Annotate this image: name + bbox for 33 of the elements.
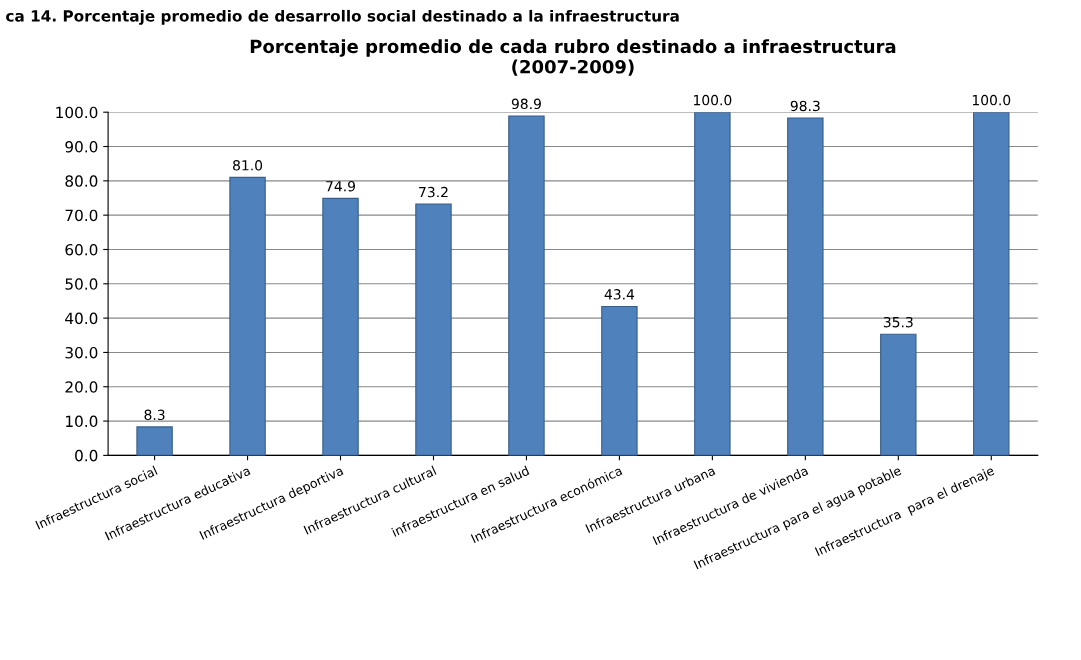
chart-title: Porcentaje promedio de cada rubro destinado a infraestructura (2007-2009)	[250, 39, 896, 76]
bar	[508, 115, 545, 456]
data-label: 43.4	[604, 289, 635, 300]
data-label: 98.9	[511, 98, 541, 110]
data-label: 100.0	[694, 94, 732, 106]
data-label: 73.2	[419, 186, 448, 198]
y-tick-label: 50.0	[65, 278, 98, 290]
data-label: 100.0	[972, 94, 1011, 106]
y-tick-label: 100.0	[56, 106, 98, 119]
bar	[322, 197, 359, 456]
bar	[415, 203, 452, 456]
bar	[601, 305, 638, 456]
y-tick-label: 70.0	[65, 209, 98, 222]
data-label: 74.9	[326, 180, 355, 192]
y-tick-label: 20.0	[65, 381, 98, 393]
data-label: 81.0	[233, 160, 263, 171]
y-tick-label: 10.0	[66, 415, 98, 428]
y-tick-label: 90.0	[65, 140, 98, 153]
bar	[787, 117, 824, 456]
y-tick-label: 30.0	[65, 346, 98, 359]
bar	[694, 112, 731, 456]
bar	[973, 112, 1010, 456]
y-tick-label: 80.0	[65, 175, 98, 187]
y-tick-label: 40.0	[65, 312, 98, 325]
data-label: 98.3	[790, 100, 820, 112]
text: ca 14. Porcentaje promedio de desarrollo social destinado a la infraestructura	[6, 9, 679, 25]
bar	[136, 426, 173, 456]
y-tick-label: 60.0	[65, 243, 98, 256]
bar	[880, 333, 917, 456]
data-label: 8.3	[144, 409, 165, 421]
y-tick-label: 0.0	[75, 449, 98, 462]
bar	[229, 176, 266, 456]
data-label: 35.3	[883, 316, 913, 328]
